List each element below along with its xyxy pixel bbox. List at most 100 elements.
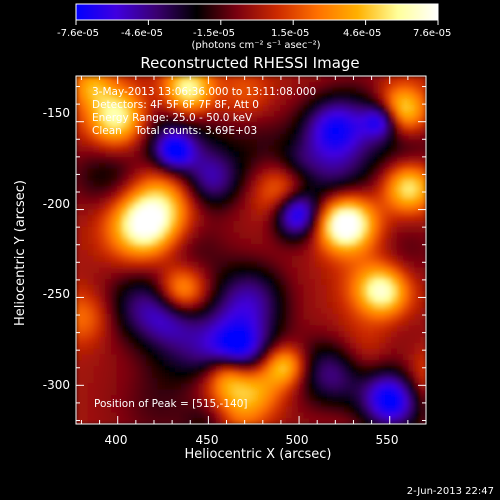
heatmap-cell [111, 255, 118, 263]
heatmap-cell [367, 418, 375, 424]
heatmap-cell [169, 99, 176, 106]
colorbar-frame [75, 3, 439, 21]
heatmap-cell [239, 383, 246, 390]
heatmap-cell [146, 110, 153, 118]
heatmap-cell [204, 151, 211, 158]
heatmap-cell [274, 128, 281, 135]
heatmap-cell [216, 250, 223, 257]
heatmap-cell [216, 395, 223, 402]
heatmap-cell [233, 226, 240, 234]
heatmap-cell [256, 93, 264, 100]
heatmap-cell [245, 197, 252, 205]
heatmap-cell [280, 273, 287, 280]
heatmap-cell [81, 209, 89, 216]
heatmap-cell [128, 122, 135, 129]
heatmap-cell [216, 354, 223, 361]
heatmap-cell [163, 383, 170, 390]
heatmap-cell [216, 105, 223, 112]
heatmap-cell [274, 250, 281, 257]
heatmap-cell [87, 122, 95, 129]
heatmap-cell [280, 134, 287, 141]
heatmap-cell [116, 371, 124, 379]
heatmap-cell [140, 296, 147, 303]
heatmap-cell [76, 232, 83, 239]
heatmap-cell [111, 139, 118, 147]
heatmap-cell [414, 313, 421, 321]
heatmap-cell [367, 76, 375, 83]
heatmap-cell [268, 412, 275, 419]
heatmap-cell [391, 308, 398, 315]
heatmap-cell [391, 122, 398, 129]
heatmap-cell [192, 279, 200, 286]
heatmap-cell [181, 99, 188, 106]
heatmap-cell [186, 273, 194, 280]
heatmap-cell [134, 325, 141, 332]
heatmap-cell [361, 87, 369, 94]
heatmap-cell [274, 163, 281, 170]
heatmap-cell [321, 238, 328, 245]
heatmap-cell [338, 290, 345, 297]
heatmap-cell [280, 174, 287, 181]
heatmap-cell [175, 331, 182, 338]
heatmap-cell [233, 261, 240, 268]
heatmap-cell [105, 139, 112, 147]
heatmap-cell [192, 122, 200, 129]
heatmap-cell [140, 313, 147, 321]
heatmap-cell [227, 157, 235, 164]
heatmap-cell [198, 151, 205, 158]
heatmap-cell [396, 232, 404, 239]
heatmap-cell [186, 238, 194, 245]
heatmap-cell [391, 151, 398, 158]
heatmap-cell [367, 163, 375, 170]
heatmap-cell [326, 163, 334, 170]
heatmap-cell [239, 232, 246, 239]
heatmap-cell [146, 163, 153, 170]
heatmap-cell [122, 250, 130, 257]
heatmap-cell [315, 284, 322, 292]
heatmap-cell [379, 105, 386, 112]
heatmap-cell [169, 93, 176, 100]
heatmap-cell [99, 395, 106, 402]
heatmap-cell [356, 400, 363, 408]
heatmap-cell [280, 226, 287, 234]
heatmap-cell [367, 395, 375, 402]
heatmap-cell [210, 337, 217, 344]
heatmap-cell [338, 192, 345, 199]
heatmap-cell [332, 261, 340, 268]
heatmap-cell [338, 383, 345, 390]
heatmap-cell [116, 105, 124, 112]
heatmap-cell [262, 279, 270, 286]
heatmap-cell [268, 371, 275, 379]
heatmap-cell [192, 174, 200, 181]
heatmap-cell [321, 366, 328, 373]
heatmap-cell [268, 180, 275, 187]
heatmap-cell [99, 215, 106, 222]
heatmap-cell [321, 400, 328, 408]
heatmap-cell [221, 174, 229, 181]
heatmap-cell [256, 122, 264, 129]
heatmap-cell [105, 389, 112, 396]
heatmap-cell [128, 337, 135, 344]
heatmap-cell [128, 371, 135, 379]
heatmap-cell [181, 308, 188, 315]
heatmap-cell [303, 203, 310, 210]
heatmap-cell [391, 238, 398, 245]
heatmap-cell [332, 87, 340, 94]
heatmap-cell [93, 360, 100, 367]
heatmap-cell [221, 99, 229, 106]
heatmap-cell [274, 209, 281, 216]
heatmap-cell [373, 290, 380, 297]
heatmap-cell [338, 406, 345, 413]
heatmap-cell [367, 197, 375, 205]
heatmap-cell [140, 412, 147, 419]
heatmap-cell [262, 151, 270, 158]
heatmap-cell [326, 418, 334, 424]
heatmap-cell [303, 261, 310, 268]
heatmap-cell [122, 279, 130, 286]
heatmap-cell [385, 145, 392, 152]
heatmap-cell [76, 145, 83, 152]
heatmap-cell [373, 273, 380, 280]
heatmap-cell [99, 377, 106, 384]
heatmap-cell [315, 226, 322, 234]
heatmap-cell [221, 296, 229, 303]
